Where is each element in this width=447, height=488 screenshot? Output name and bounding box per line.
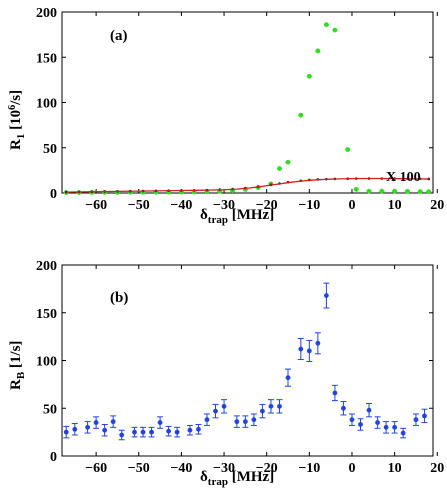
data-point [132,429,137,435]
data-point [149,429,154,435]
x-tick-label: −60 [85,198,107,213]
data-point [260,408,265,414]
y-tick-label: 0 [50,450,57,465]
data-point [341,405,346,411]
x-tick-label: −20 [256,461,278,476]
data-point [285,375,291,381]
data-point [102,427,108,433]
panel-label-a: (a) [110,28,128,44]
data-point [379,188,385,194]
data-point [349,417,355,423]
x-tick-label: −50 [128,461,150,476]
data-point [242,419,248,425]
data-point [277,166,282,171]
x-tick-label: −50 [128,198,150,213]
data-point [375,420,380,425]
x-tick-label: −40 [170,461,192,476]
y-tick-label: 50 [43,142,57,157]
x-axis-label-b: δtrap [MHz] [200,469,274,488]
data-point [221,403,227,409]
annotation-x100: X 100 [386,170,421,185]
data-point [277,403,282,409]
x-tick-label: 20 [430,198,444,213]
series-line [66,177,429,193]
y-tick-label: 100 [36,355,57,370]
data-point [93,420,99,425]
data-point [166,428,172,434]
data-point [213,408,218,414]
data-point [353,186,359,192]
data-point [426,189,432,195]
data-point [315,340,321,346]
data-point [119,432,125,438]
data-point [422,413,427,419]
x-axis-label-a: δtrap [MHz] [200,207,274,226]
x-tick-label: −60 [85,461,107,476]
data-point [323,293,329,298]
data-point [298,346,304,352]
x-tick-label: −40 [170,198,192,213]
panel-label-b: (b) [110,290,128,306]
data-point [234,419,240,425]
data-point [174,429,180,435]
data-point [358,422,363,427]
data-point [345,147,351,152]
data-point [323,22,329,28]
data-point [392,424,398,430]
data-point [285,159,291,165]
data-point [85,424,90,430]
x-tick-label: −30 [213,198,235,213]
data-point [392,188,398,194]
data-point [196,426,201,432]
y-tick-label: 50 [43,402,57,417]
x-tick-label: 0 [348,461,355,476]
y-tick-label: 150 [36,51,57,66]
marks-b [63,282,428,441]
data-point [298,112,304,118]
data-point [332,390,338,396]
x-tick-label: −20 [256,198,278,213]
y-tick-label: 150 [36,307,57,322]
data-point [413,417,419,423]
data-point [268,403,274,409]
data-point [306,73,312,79]
data-point [251,417,257,423]
x-tick-label: −30 [213,461,235,476]
data-point [383,424,389,430]
data-point [187,427,193,433]
marks-a [63,22,432,195]
x-tick-label: −10 [298,198,320,213]
data-point [366,188,372,194]
data-point [405,188,410,194]
x-tick-label: 20 [430,461,444,476]
data-point [204,417,210,423]
data-point [63,429,69,435]
data-point [417,189,423,194]
data-point [110,419,116,425]
data-point [332,27,338,33]
data-point [140,429,146,435]
data-point [157,420,163,425]
y-tick-label: 200 [36,259,57,274]
x-tick-label: −10 [298,461,320,476]
y-axis-label-b: RB [1/s] [8,341,27,390]
data-point [400,430,406,436]
data-point [366,407,372,413]
y-tick-label: 200 [36,6,57,21]
x-tick-label: 10 [388,198,402,213]
x-tick-label: 0 [348,198,355,213]
data-point [315,48,321,54]
y-axis-label-a: R1 [106/s] [7,90,27,150]
data-point [72,426,78,432]
y-tick-label: 0 [50,187,57,202]
y-tick-label: 100 [36,97,57,112]
x-tick-label: 10 [388,461,402,476]
data-point [306,348,312,354]
